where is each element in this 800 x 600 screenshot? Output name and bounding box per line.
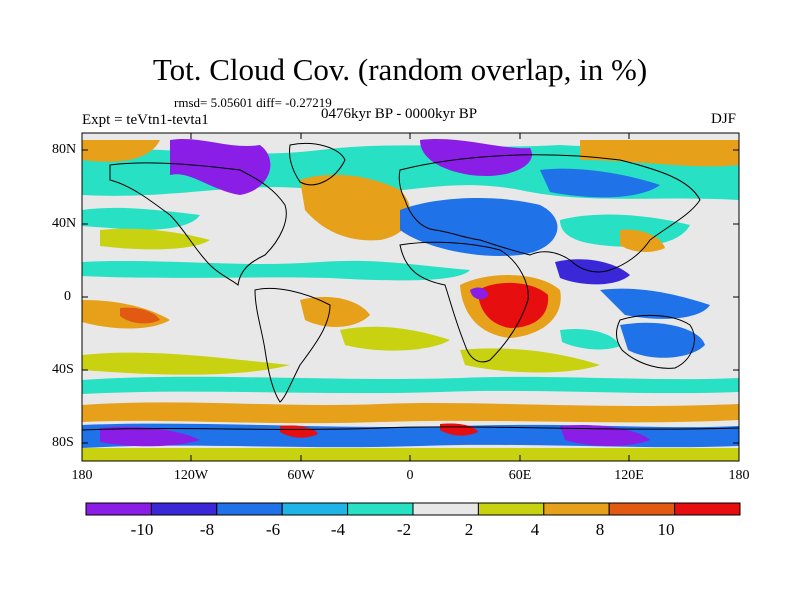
lon-tick-label: 60E — [508, 468, 532, 483]
arctic-blue-patch — [540, 168, 660, 198]
colorbar-swatch — [608, 502, 676, 516]
colorbar-swatch — [85, 502, 152, 516]
antarctica-coast — [82, 426, 739, 431]
colorbar-swatch — [150, 502, 218, 516]
coastlines — [82, 142, 739, 431]
colorbar-label: -8 — [199, 520, 215, 539]
antarctic-orange — [82, 402, 739, 424]
north-pacific-yellow — [100, 228, 210, 250]
southern-ocean-teal — [82, 376, 739, 394]
antarctic-purple-east — [560, 424, 650, 446]
southern-pacific-yellow — [82, 352, 290, 375]
lat-tick-label: 40N — [52, 216, 77, 231]
colorbar-swatch — [347, 502, 414, 516]
eurasia-coast — [398, 154, 701, 273]
colorbar-swatch — [543, 502, 610, 516]
australia-blue — [620, 322, 705, 358]
lon-tick-label: 180 — [71, 468, 93, 483]
north-america-coast — [109, 162, 287, 286]
axis-ticks — [81, 133, 740, 461]
colorbar-swatch — [412, 502, 479, 516]
lon-tick-label: 60W — [287, 468, 315, 483]
colorbar-label: -10 — [130, 520, 154, 539]
colorbar-label: -6 — [265, 520, 281, 539]
lat-tick-label: 80N — [52, 142, 77, 157]
colorbar-label: 8 — [595, 520, 605, 539]
colorbar-swatch — [477, 502, 545, 516]
colorbar-swatch — [674, 502, 741, 516]
antarctic-purple — [100, 426, 200, 447]
australia-teal — [560, 328, 620, 350]
colorbar-swatch — [281, 502, 349, 516]
south-america-orange — [300, 296, 370, 327]
south-pacific-red — [120, 307, 160, 324]
lon-tick-label: 120E — [614, 468, 644, 483]
experiment-label: Expt = teVtn1-tevta1 — [82, 112, 209, 128]
colorbar-label: -4 — [330, 520, 346, 539]
lat-tick-label: 80S — [52, 435, 74, 450]
lat-tick-label: 40S — [52, 362, 74, 377]
south-america-coast — [254, 287, 331, 403]
central-africa-red — [478, 282, 549, 328]
lat-tick-label: 0 — [64, 289, 71, 304]
tropical-teal-band — [82, 260, 470, 281]
north-atlantic-orange — [300, 174, 411, 241]
stats-line: rmsd= 5.05601 diff= -0.27219 — [174, 95, 332, 110]
north-pacific-teal — [82, 207, 200, 230]
colorbar-label: 4 — [530, 520, 540, 539]
west-pacific-orange — [620, 229, 665, 252]
africa-purple-spot — [470, 287, 488, 300]
season-label: DJF — [711, 111, 737, 127]
colorbar — [85, 502, 741, 516]
africa-coast — [399, 241, 529, 363]
lon-tick-label: 0 — [406, 468, 414, 483]
antarctic-yellow — [82, 448, 739, 461]
australia-coast — [616, 315, 695, 369]
colorbar-label: -2 — [396, 520, 412, 539]
maritime-continent-blue — [600, 288, 710, 319]
title: Tot. Cloud Cov. (random overlap, in %) — [152, 52, 648, 87]
lon-tick-label: 120W — [173, 468, 209, 483]
cloud-cover-field — [82, 133, 739, 461]
period-label: 0476kyr BP - 0000kyr BP — [321, 106, 478, 122]
greenland-coast — [289, 142, 346, 186]
colorbar-swatch — [216, 502, 283, 516]
arctic-orange-patch — [82, 140, 160, 162]
colorbar-label: 2 — [464, 520, 474, 539]
arctic-purple-patch — [170, 138, 271, 195]
colorbar-label: 10 — [657, 520, 675, 539]
antarctic-red — [280, 425, 318, 438]
south-atlantic-yellow — [340, 326, 450, 351]
eurasia-blue — [400, 198, 558, 256]
lon-tick-label: 180 — [728, 468, 750, 483]
